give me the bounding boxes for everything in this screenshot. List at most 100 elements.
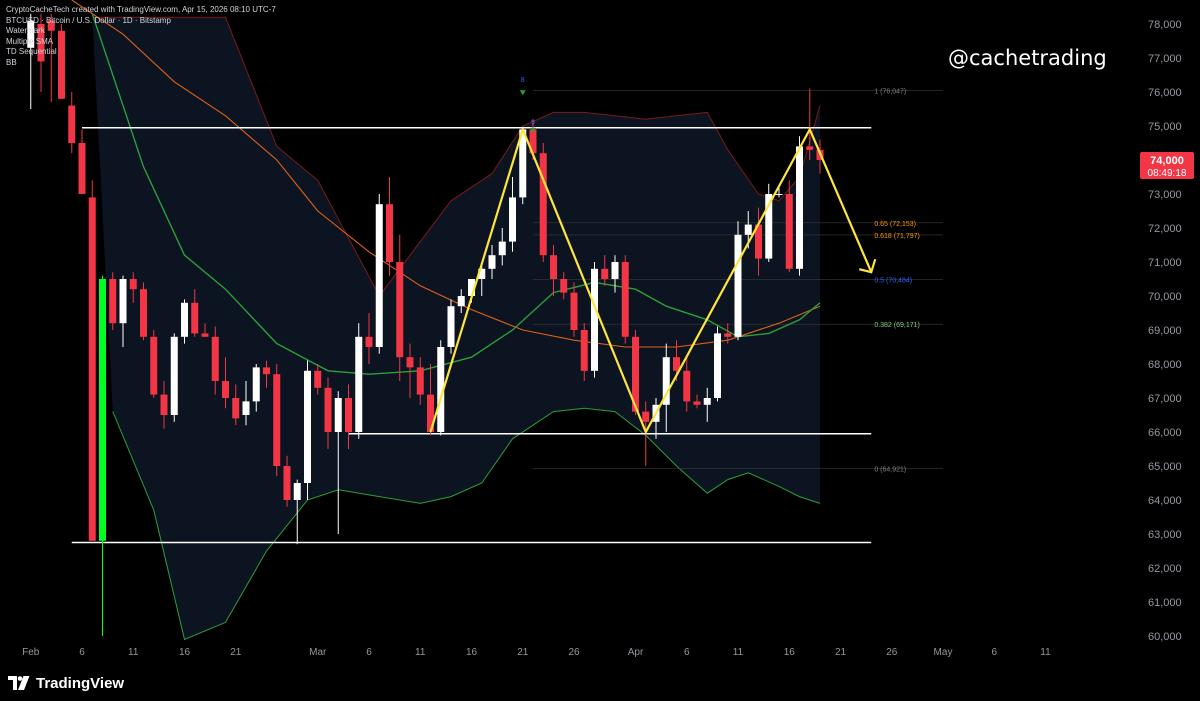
price-tick-label: 71,000 — [1148, 257, 1182, 269]
fib-label: 1 (76,047) — [874, 88, 906, 95]
time-tick-label: 26 — [568, 647, 580, 658]
time-tick-label: 6 — [366, 647, 372, 658]
time-tick-label: 16 — [784, 647, 796, 658]
fib-label: 0.382 (69,171) — [874, 322, 920, 329]
candle-body — [560, 279, 568, 293]
symbol-line[interactable]: BTCUSD · Bitcoin / U.S. Dollar · 1D · Bi… — [6, 15, 171, 25]
candle-body — [550, 255, 557, 279]
time-tick-label: 21 — [835, 647, 847, 658]
time-tick-label: Apr — [628, 647, 644, 658]
candle-body — [406, 357, 414, 368]
time-tick-label: 6 — [79, 647, 85, 658]
candle-body — [427, 394, 434, 432]
candle-body — [693, 401, 701, 405]
sma-short-line — [71, 0, 821, 348]
price-tick-label: 73,000 — [1148, 189, 1182, 201]
indicator-watermark[interactable]: Watermark — [6, 26, 45, 35]
fibonacci-retracement: 1 (76,047) 0.65 (72,153) 0.618 (71,797) 0.5… — [533, 88, 943, 474]
indicator-td-sequential[interactable]: TD Sequential — [6, 47, 57, 56]
candle-body — [293, 483, 301, 500]
candle-body — [304, 370, 311, 483]
candle-body — [170, 336, 178, 415]
candle-body — [509, 197, 516, 242]
candle-body — [345, 398, 352, 432]
candle-body — [765, 194, 773, 259]
candle-body — [355, 336, 363, 432]
candle-body — [324, 387, 332, 432]
candle-body — [314, 370, 322, 388]
candle-body — [529, 129, 537, 154]
candle-body — [662, 357, 670, 405]
candle-body — [724, 333, 732, 337]
price-tick-label: 70,000 — [1148, 291, 1182, 303]
time-tick-label: 6 — [991, 647, 997, 658]
time-tick-label: Mar — [309, 647, 327, 658]
arrowhead — [858, 258, 877, 274]
fib-label: 0.5 (70,484) — [874, 278, 912, 285]
candle-body — [632, 336, 639, 412]
candle-body — [211, 336, 219, 381]
candle-body — [273, 374, 281, 466]
indicator-multiple-sma[interactable]: Multiple SMA — [6, 36, 54, 46]
time-tick-label: 21 — [517, 647, 529, 658]
price-tick-label: 77,000 — [1148, 53, 1182, 65]
candle-body — [601, 268, 609, 279]
candle-body — [27, 20, 35, 48]
candle-body — [109, 279, 117, 324]
td-label: 8 — [521, 77, 525, 84]
candle-body — [478, 268, 486, 279]
candle-body — [232, 398, 240, 419]
time-tick-label: 11 — [415, 647, 426, 658]
price-axis[interactable]: 60,000 61,000 62,000 63,000 64,000 65,000 66,0… — [1140, 0, 1200, 660]
candle-body — [47, 20, 55, 31]
candle-body — [580, 330, 588, 371]
time-tick-label: 26 — [886, 647, 898, 658]
last-price-countdown: 08:49:18 — [1148, 168, 1187, 179]
brand-name: TradingView — [36, 674, 125, 692]
price-tick-label: 78,000 — [1148, 19, 1182, 31]
price-axis-background — [1140, 0, 1200, 660]
indicator-bb[interactable]: BB — [6, 57, 17, 67]
candle-body — [714, 333, 721, 398]
candle-body — [468, 279, 475, 296]
price-tick-label: 69,000 — [1148, 325, 1182, 337]
time-axis[interactable]: 26Feb6111621Mar611162126Apr611162126May6… — [0, 647, 1051, 658]
td-sequential-labels: 89 — [519, 77, 536, 133]
tradingview-brand[interactable]: TradingView — [8, 673, 124, 693]
candle-body — [222, 381, 229, 398]
candle-body — [181, 302, 188, 337]
bollinger-bands — [92, 16, 821, 641]
candle-body — [365, 336, 373, 347]
candle-body — [703, 398, 711, 405]
candle-body — [58, 30, 65, 99]
price-tick-label: 75,000 — [1148, 121, 1182, 133]
price-tick-label: 60,000 — [1148, 631, 1182, 643]
candle-body — [129, 279, 137, 290]
candle-body — [99, 279, 106, 541]
candle-body — [806, 146, 814, 150]
candle-body — [744, 224, 752, 235]
price-tick-label: 76,000 — [1148, 87, 1182, 99]
price-tick-label: 63,000 — [1148, 529, 1182, 541]
time-tick-label: 11 — [128, 647, 139, 658]
candle-body — [150, 336, 158, 395]
candle-body — [68, 105, 76, 143]
candle-body — [396, 262, 404, 358]
candle-body — [683, 370, 691, 402]
time-tick-label: 16 — [466, 647, 478, 658]
candle-body — [775, 194, 783, 195]
last-price-tag-box — [1140, 152, 1194, 179]
pattern-drawing — [429, 126, 877, 435]
price-tick-label: 72,000 — [1148, 223, 1182, 235]
candle-body — [734, 234, 742, 337]
candle-body — [621, 262, 629, 337]
candle-body — [78, 143, 86, 194]
price-tick-label: 66,000 — [1148, 427, 1182, 439]
candle-body — [119, 279, 127, 324]
candle-body — [88, 197, 96, 541]
candle-body — [160, 394, 168, 415]
candle-body — [498, 241, 506, 256]
price-tick-label: 61,000 — [1148, 597, 1182, 609]
candle-body — [785, 194, 793, 269]
